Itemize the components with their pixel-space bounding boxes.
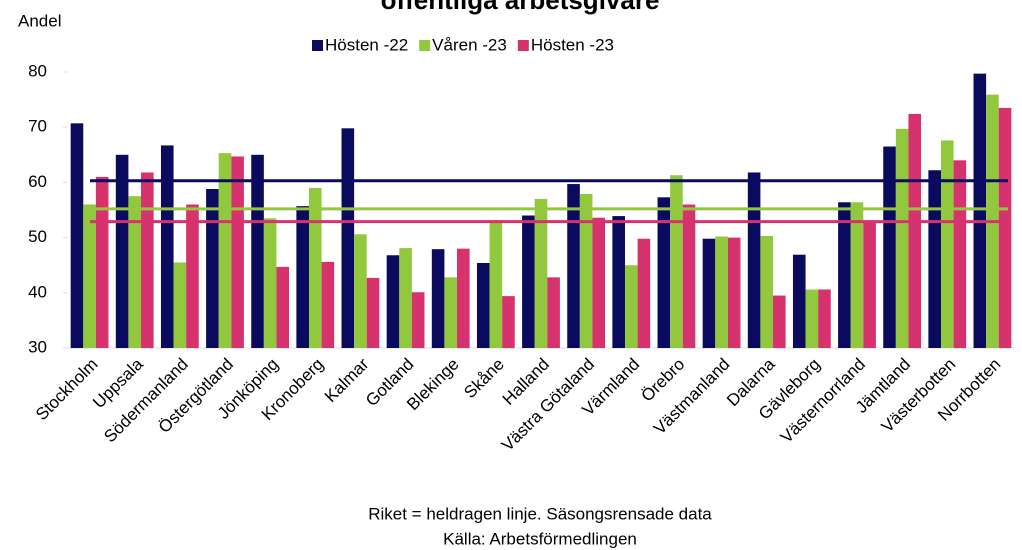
bar <box>251 154 264 348</box>
bar <box>308 187 322 348</box>
bar <box>115 154 129 348</box>
bar <box>476 262 490 348</box>
bar <box>863 221 876 348</box>
bar <box>128 196 142 348</box>
y-tick-label: 60 <box>28 172 47 191</box>
bar <box>366 277 380 348</box>
bar <box>341 128 355 348</box>
bar <box>657 197 671 348</box>
bar <box>83 204 96 348</box>
legend-label: Hösten -22 <box>325 35 408 54</box>
bar <box>354 234 367 348</box>
bar <box>702 238 716 348</box>
bar <box>399 248 412 348</box>
bar <box>173 262 187 348</box>
y-tick-label: 30 <box>28 337 47 356</box>
bar <box>883 146 896 348</box>
bar <box>70 123 84 348</box>
bar <box>206 189 219 348</box>
bar <box>670 175 683 348</box>
bar <box>592 217 606 348</box>
bar <box>850 202 864 348</box>
y-axis-label: Andel <box>18 11 61 30</box>
x-tick-label: Stockholm <box>32 355 102 425</box>
bar <box>522 215 535 348</box>
bar <box>747 172 761 348</box>
bar <box>411 292 425 348</box>
legend-swatch <box>312 40 323 51</box>
bar <box>727 237 741 348</box>
bar <box>760 235 774 348</box>
bar <box>231 156 244 348</box>
y-tick-label: 50 <box>28 227 47 246</box>
bar <box>95 176 109 348</box>
bar <box>682 204 696 348</box>
legend-label: Hösten -23 <box>531 35 614 54</box>
bar <box>612 216 625 348</box>
legend-swatch <box>419 40 431 51</box>
bar <box>715 236 728 348</box>
bar <box>908 113 922 349</box>
bar <box>218 153 232 348</box>
bar <box>186 204 199 348</box>
bar <box>637 238 651 348</box>
bar <box>444 277 458 348</box>
note: Källa: Arbetsförmedlingen <box>443 529 637 548</box>
bar <box>321 261 335 348</box>
bar <box>457 248 470 348</box>
bar <box>502 296 515 348</box>
bar <box>567 184 580 348</box>
bar <box>263 218 277 348</box>
bar <box>792 254 806 348</box>
bar <box>973 73 987 348</box>
bar <box>838 202 851 348</box>
y-tick-label: 70 <box>28 117 47 136</box>
bar <box>386 255 400 348</box>
y-tick-label: 80 <box>28 61 47 80</box>
bar <box>579 193 593 348</box>
note: Riket = heldragen linje. Säsongsrensade … <box>368 504 712 523</box>
legend-swatch <box>517 40 529 51</box>
bar <box>160 145 174 348</box>
bar <box>998 107 1012 348</box>
bar <box>547 277 560 348</box>
bar <box>928 170 941 348</box>
bar <box>773 295 786 348</box>
bar <box>940 140 954 348</box>
y-tick-label: 40 <box>28 282 47 301</box>
bar <box>895 128 909 348</box>
bar <box>624 265 638 348</box>
bar <box>489 221 503 348</box>
bar <box>296 206 309 348</box>
bar <box>818 289 831 348</box>
legend-label: Våren -23 <box>432 35 507 54</box>
bar <box>141 172 154 348</box>
bar <box>805 289 819 348</box>
bar <box>431 249 445 348</box>
bar <box>534 198 548 348</box>
bar <box>276 266 290 348</box>
chart-title: offentliga arbetsgivare <box>381 0 660 15</box>
bar <box>953 160 967 348</box>
